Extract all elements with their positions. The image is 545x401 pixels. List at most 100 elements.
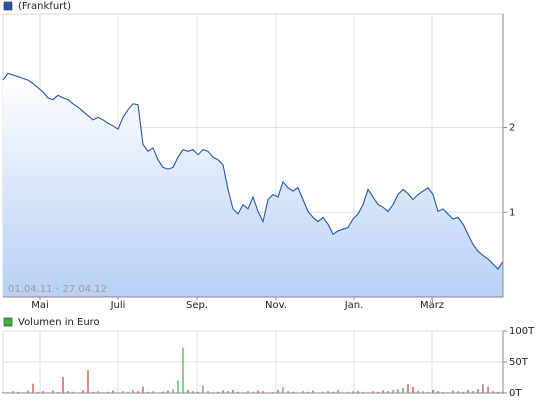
volume-bar (472, 391, 474, 393)
volume-bar (142, 386, 144, 393)
volume-bar (52, 390, 54, 393)
volume-bar (27, 390, 29, 393)
volume-bar (357, 390, 359, 393)
legend-swatch (3, 1, 13, 11)
volume-bar (202, 385, 204, 393)
volume-bar (82, 389, 84, 393)
volume-bar (152, 391, 154, 393)
volume-bar (132, 389, 134, 393)
legend-label: (Frankfurt) (18, 1, 71, 12)
volume-bar (17, 391, 19, 393)
volume-bar (417, 390, 419, 393)
volume-bar (332, 391, 334, 393)
volume-bar (57, 391, 59, 393)
volume-bar (327, 391, 329, 393)
price-line (2, 72, 504, 270)
volume-bar (2, 391, 4, 393)
volume-bar (407, 384, 409, 393)
x-tick-label: Mai (31, 300, 49, 311)
volume-bar (257, 390, 259, 393)
x-tick-label: Sep. (186, 300, 208, 311)
volume-bar (207, 391, 209, 393)
volume-bar (497, 391, 499, 393)
volume-bar (227, 391, 229, 393)
volume-bar (187, 389, 189, 393)
volume-bar (462, 391, 464, 393)
volume-bar (37, 391, 39, 393)
volume-bar (492, 391, 494, 393)
legend-label: Volumen in Euro (18, 317, 100, 328)
y-tick-label: 100T (509, 326, 535, 337)
y-tick-label: 50T (509, 357, 529, 368)
volume-bar (372, 391, 374, 393)
volume-bar (172, 389, 174, 393)
volume-bar (337, 389, 339, 393)
volume-bar (167, 390, 169, 393)
volume-bar (232, 389, 234, 393)
y-tick-label: 0T (509, 388, 522, 399)
volume-bar (352, 391, 354, 393)
volume-bar (122, 391, 124, 393)
volume-bar (197, 391, 199, 393)
volume-bar (382, 390, 384, 393)
volume-bar (397, 389, 399, 393)
volume-bar (32, 383, 34, 393)
volume-bar (162, 391, 164, 393)
x-tick-label: Nov. (265, 300, 287, 311)
volume-bar (177, 380, 179, 393)
volume-bar (112, 390, 114, 393)
volume-bar (87, 370, 89, 393)
date-range: 01.04.11 - 27.04.12 (8, 284, 107, 295)
volume-bar (412, 386, 414, 393)
volume-bar (12, 391, 14, 393)
volume-bar (427, 391, 429, 393)
volume-bar (452, 390, 454, 393)
volume-bar (457, 391, 459, 393)
volume-bar (312, 390, 314, 393)
volume-bar (147, 391, 149, 393)
volume-bar (287, 391, 289, 393)
volume-bar (247, 391, 249, 393)
volume-bar (322, 391, 324, 393)
volume-bar (377, 391, 379, 393)
volume-bar (422, 391, 424, 393)
volume-bar (387, 391, 389, 393)
y-tick-label: 1 (509, 207, 515, 218)
volume-bar (432, 389, 434, 393)
volume-bar (307, 391, 309, 393)
volume-bar (487, 386, 489, 393)
volume-bar (482, 384, 484, 393)
volume-bar (222, 390, 224, 393)
volume-bar (262, 391, 264, 393)
volume-bar (282, 386, 284, 393)
x-tick-label: März (420, 300, 444, 311)
volume-bar (192, 391, 194, 393)
volume-bar (347, 391, 349, 393)
volume-bar (67, 391, 69, 393)
volume-bar (402, 388, 404, 393)
volume-bar (182, 347, 184, 393)
volume-bar (277, 389, 279, 393)
volume-bar (302, 391, 304, 393)
volume-bar (272, 391, 274, 393)
volume-bar (62, 376, 64, 393)
legend-swatch (3, 317, 13, 327)
volume-bar (72, 391, 74, 393)
volume-bar (467, 389, 469, 393)
volume-bar (442, 391, 444, 393)
volume-bar (97, 391, 99, 393)
volume-bar (362, 391, 364, 393)
volume-bar (42, 391, 44, 393)
volume-bar (217, 391, 219, 393)
x-tick-label: Jan. (344, 300, 364, 311)
x-tick-label: Juli (110, 300, 126, 311)
y-tick-label: 2 (509, 123, 515, 134)
volume-bar (252, 391, 254, 393)
volume-bar (237, 391, 239, 393)
volume-bar (437, 391, 439, 393)
volume-bar (292, 391, 294, 393)
volume-bar (137, 391, 139, 393)
volume-bar (127, 391, 129, 393)
volume-bar (92, 391, 94, 393)
